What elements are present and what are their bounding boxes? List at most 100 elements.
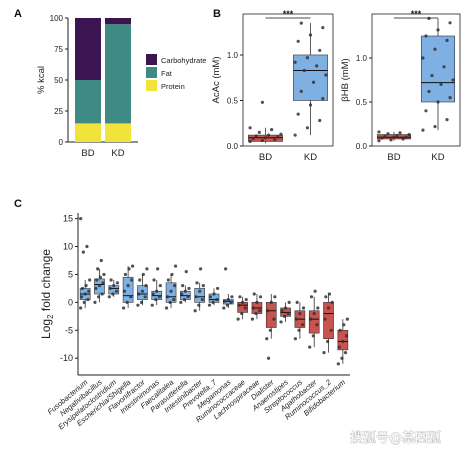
x-tick-label: KD xyxy=(304,152,317,163)
data-point xyxy=(269,300,273,304)
data-point xyxy=(98,275,102,279)
data-point xyxy=(377,139,381,143)
bar-carbohydrate-bd xyxy=(75,18,101,80)
data-point xyxy=(309,317,313,321)
data-point xyxy=(336,362,340,366)
data-point xyxy=(164,306,169,310)
data-point xyxy=(129,295,133,299)
data-point xyxy=(287,300,291,304)
data-point xyxy=(308,33,313,37)
data-point xyxy=(340,356,344,360)
data-point xyxy=(226,297,230,302)
data-point xyxy=(433,125,437,129)
data-point xyxy=(211,300,215,304)
x-tick-label: KD xyxy=(431,152,444,163)
data-point xyxy=(101,281,105,285)
data-point xyxy=(111,292,115,296)
data-point xyxy=(79,216,83,221)
data-point xyxy=(321,97,325,101)
y-tick-label: 1.0 xyxy=(227,51,239,60)
data-point xyxy=(260,138,265,143)
data-point xyxy=(404,135,408,139)
panel-b-acac-box-plot: BD KD 0.0 0.5 1.0 AcAc (mM) *** xyxy=(211,9,334,163)
data-point xyxy=(315,64,319,68)
bar-fat-bd xyxy=(75,80,101,124)
panel-label-b: B xyxy=(213,8,221,20)
data-point xyxy=(108,286,112,291)
data-point xyxy=(257,130,261,134)
data-point xyxy=(330,300,334,304)
data-point xyxy=(315,323,319,327)
data-point xyxy=(236,317,240,321)
data-point xyxy=(383,134,387,138)
data-point xyxy=(401,137,405,141)
data-point xyxy=(279,320,283,324)
data-point xyxy=(198,289,202,293)
data-point xyxy=(392,135,396,139)
y-axis-label: Log2 fold change xyxy=(39,249,55,339)
data-point xyxy=(136,303,140,307)
data-point xyxy=(276,135,280,139)
data-point xyxy=(97,284,102,288)
data-point xyxy=(225,303,230,307)
data-point xyxy=(230,295,234,299)
data-point xyxy=(255,300,259,304)
y-tick-label: 75 xyxy=(54,45,63,54)
data-point xyxy=(201,284,205,288)
data-point xyxy=(114,289,119,293)
y-tick-label: 100 xyxy=(50,14,64,23)
data-point xyxy=(88,278,92,282)
x-tick-label: KD xyxy=(111,148,124,159)
data-point xyxy=(184,270,188,274)
data-point xyxy=(181,284,185,288)
data-point xyxy=(121,306,126,310)
data-point xyxy=(407,132,411,137)
data-point xyxy=(141,272,145,277)
y-tick-label: 10 xyxy=(63,242,73,252)
bar-protein-kd xyxy=(105,123,131,142)
box xyxy=(265,302,277,328)
box xyxy=(420,35,456,103)
data-point xyxy=(283,314,287,318)
data-point xyxy=(329,328,333,332)
bar-carbohydrate-kd xyxy=(105,18,131,25)
data-point xyxy=(421,128,425,132)
data-point xyxy=(323,317,327,321)
y-tick-label: 1.0 xyxy=(356,54,368,63)
x-tick-label: BD xyxy=(259,152,272,163)
data-point xyxy=(318,48,322,53)
data-point xyxy=(433,47,437,51)
y-axis-label: AcAc (mM) xyxy=(211,57,222,104)
data-point xyxy=(102,272,106,277)
data-point xyxy=(266,133,271,137)
data-point xyxy=(86,297,90,302)
data-point xyxy=(250,317,255,321)
data-point xyxy=(195,281,199,285)
data-point xyxy=(337,345,341,349)
data-point xyxy=(293,337,297,341)
data-point xyxy=(302,68,306,73)
data-point xyxy=(272,317,276,321)
data-point xyxy=(448,96,452,100)
panel-b-bhb-box-plot: BD KD 0.0 0.5 1.0 βHB (mM) *** xyxy=(340,9,461,163)
data-point xyxy=(194,295,198,299)
legend-label-carbohydrate: Carbohydrate xyxy=(161,56,206,65)
data-point xyxy=(94,286,98,291)
plot-frame xyxy=(242,13,334,147)
data-point xyxy=(183,289,187,293)
data-point xyxy=(139,300,144,304)
data-point xyxy=(144,284,148,288)
data-point xyxy=(298,311,302,316)
panel-a-kcal-bar-chart: 0 25 50 75 100 % kcal BD KD Carbohydrate Fat Prote… xyxy=(36,14,206,159)
data-point xyxy=(273,295,277,299)
data-point xyxy=(123,272,127,277)
data-point xyxy=(229,300,233,304)
data-point xyxy=(122,289,127,293)
data-point xyxy=(152,278,156,282)
data-point xyxy=(327,292,332,296)
data-point xyxy=(173,264,178,268)
data-point xyxy=(166,278,170,282)
y-tick-label: 5 xyxy=(68,269,73,279)
data-point xyxy=(79,295,84,299)
